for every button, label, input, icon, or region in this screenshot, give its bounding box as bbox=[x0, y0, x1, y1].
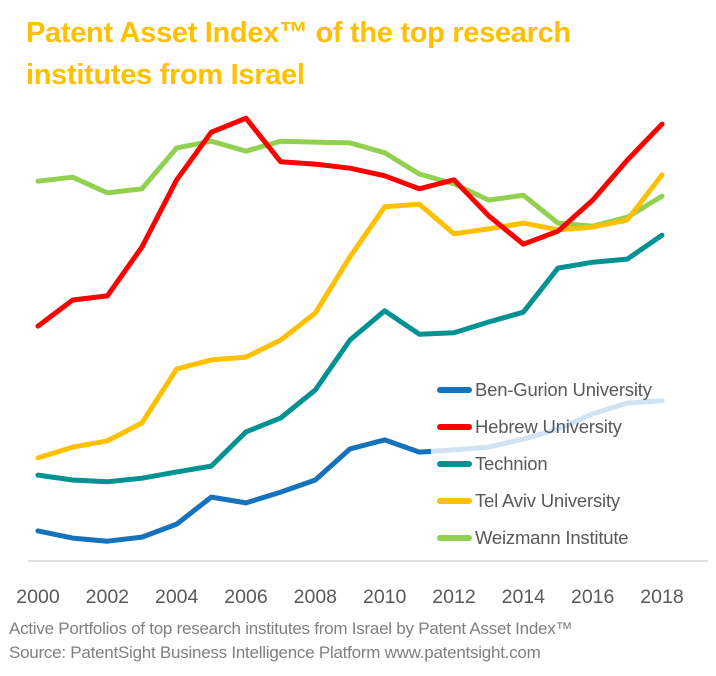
x-tick-label: 2010 bbox=[363, 586, 407, 608]
legend-label: Ben-Gurion University bbox=[475, 379, 652, 401]
legend-item-hebrew: Hebrew University bbox=[431, 409, 703, 445]
x-tick-label: 2018 bbox=[640, 586, 683, 608]
chart-footer: Active Portfolios of top research instit… bbox=[9, 617, 573, 664]
line-chart-canvas: 2000 2002 2004 2006 2008 2010 2012 2014 2016 2018 bbox=[16, 115, 708, 608]
legend-label: Technion bbox=[475, 452, 548, 474]
legend-label: Hebrew University bbox=[475, 416, 622, 438]
footer-caption: Active Portfolios of top research instit… bbox=[9, 619, 573, 638]
footer-source: Source: PatentSight Business Intelligenc… bbox=[9, 642, 541, 662]
x-tick-label: 2016 bbox=[571, 586, 614, 608]
x-tick-label: 2002 bbox=[86, 586, 129, 608]
chart-legend: Ben-Gurion University Hebrew University … bbox=[431, 372, 703, 556]
x-tick-label: 2000 bbox=[16, 586, 60, 608]
x-tick-label: 2004 bbox=[155, 586, 199, 608]
x-tick-label: 2008 bbox=[294, 586, 337, 608]
x-tick-label: 2006 bbox=[224, 586, 267, 608]
legend-swatch-tel-aviv bbox=[437, 497, 472, 504]
series-line-weizmann-institute bbox=[35, 138, 665, 229]
legend-item-technion: Technion bbox=[431, 446, 703, 482]
legend-label: Tel Aviv University bbox=[475, 489, 620, 511]
legend-item-weizmann: Weizmann Institute bbox=[431, 520, 703, 556]
chart-title-line-2: institutes from Israel bbox=[26, 59, 305, 91]
legend-swatch-technion bbox=[437, 460, 472, 467]
legend-swatch-ben-gurion bbox=[437, 387, 472, 394]
chart-title: Patent Asset Index™ of the top research … bbox=[26, 12, 571, 96]
legend-swatch-weizmann bbox=[437, 534, 472, 541]
legend-label: Weizmann Institute bbox=[475, 526, 629, 548]
legend-item-ben-gurion: Ben-Gurion University bbox=[431, 372, 703, 408]
chart-title-line-1: Patent Asset Index™ of the top research bbox=[26, 17, 571, 49]
legend-item-tel-aviv: Tel Aviv University bbox=[431, 483, 703, 519]
legend-swatch-hebrew bbox=[437, 424, 472, 431]
x-tick-label: 2014 bbox=[502, 586, 546, 608]
series-line-technion bbox=[35, 232, 665, 485]
x-tick-label: 2012 bbox=[432, 586, 475, 608]
series-line-hebrew-university bbox=[35, 115, 665, 329]
